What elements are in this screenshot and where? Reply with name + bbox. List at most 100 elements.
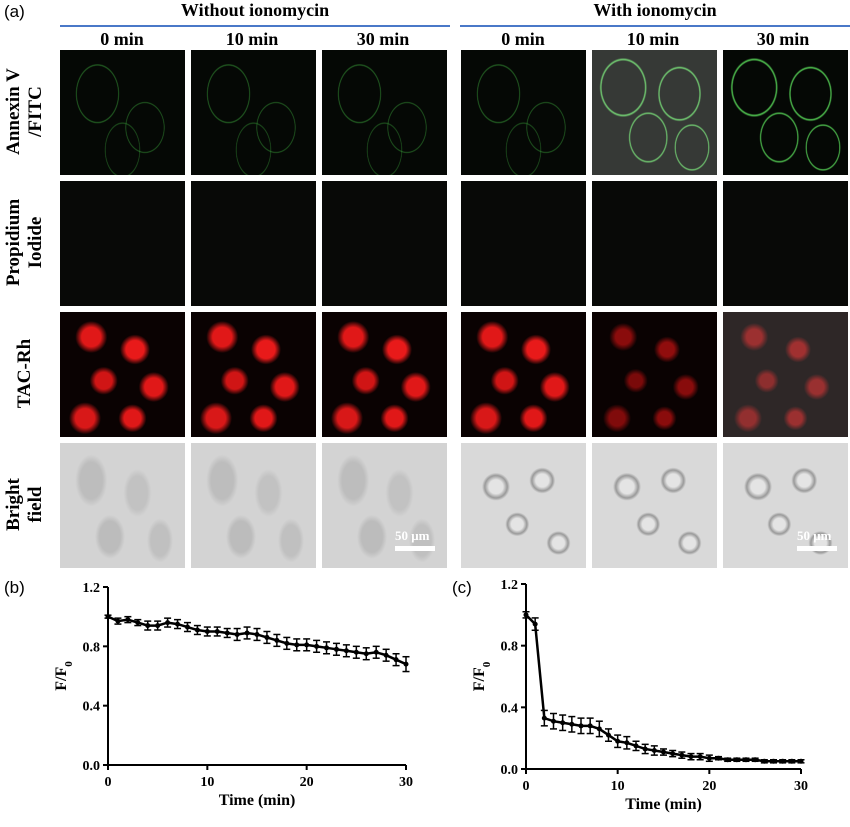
data-point [560, 720, 566, 726]
y-tick-label: 1.2 [83, 581, 101, 596]
y-tick-label: 0.4 [501, 701, 519, 716]
micrograph-tacrh-with-30 [723, 312, 848, 437]
data-point [105, 614, 111, 620]
data-point [333, 646, 339, 652]
micrograph-tacrh-with-0 [461, 312, 586, 437]
x-tick-label: 30 [399, 775, 413, 790]
data-point [734, 757, 740, 763]
group-divider-with [460, 25, 850, 27]
y-axis-label-subscript: 0 [63, 661, 75, 667]
panel-c-letter: (c) [452, 578, 472, 597]
data-point [761, 758, 767, 764]
data-point [314, 643, 320, 649]
data-point [670, 751, 676, 757]
data-point [244, 630, 250, 636]
row-label-line: Bright [3, 478, 24, 531]
data-point [615, 738, 621, 744]
micrograph-tacrh-without-0 [60, 312, 185, 437]
scale-bar-label: 50 μm [797, 528, 832, 543]
data-point [743, 757, 749, 763]
data-point [155, 623, 161, 629]
data-point [798, 758, 804, 764]
data-point [569, 721, 575, 727]
data-point [264, 634, 270, 640]
x-tick-label: 10 [200, 775, 214, 790]
data-point [224, 630, 230, 636]
data-point [135, 620, 141, 626]
data-point [541, 715, 547, 721]
x-tick-label: 0 [105, 775, 112, 790]
row-label-line: field [25, 486, 46, 523]
data-point [587, 723, 593, 729]
data-point [697, 754, 703, 760]
data-point [403, 661, 409, 667]
chart-c: 0 10 20 30 0.0 0.4 0.8 1.2 Time (min) F/F0 [471, 580, 808, 813]
data-point [771, 758, 776, 764]
micrograph-annexin-without-30 [322, 50, 447, 175]
data-point [204, 629, 210, 634]
row-label-propidium: Propidium Iodide [3, 180, 47, 305]
column-label: 30 min [356, 29, 410, 49]
group-title-with: With ionomycin [593, 0, 717, 20]
y-axis-label-subscript: 0 [481, 661, 493, 667]
y-axis-label: F/F0 [53, 661, 75, 691]
column-label: 10 min [225, 29, 279, 49]
data-point [789, 758, 795, 764]
data-point [661, 749, 666, 755]
panel-a-letter: (a) [4, 2, 25, 21]
data-point [214, 629, 220, 634]
y-tick-label: 0.8 [83, 640, 101, 655]
x-axis-label: Time (min) [625, 796, 702, 813]
micrograph-bf-with-30: 50 μm [723, 443, 848, 568]
data-point [165, 620, 171, 626]
micrograph-pi-with-30 [723, 181, 848, 306]
data-point [294, 642, 300, 648]
data-point [363, 651, 369, 657]
micrograph-bf-without-30: 50 μm [322, 443, 447, 568]
row-label-line: Propidium [3, 198, 24, 287]
data-point [651, 748, 657, 753]
scale-bar-label: 50 μm [395, 528, 430, 543]
data-point [716, 755, 721, 761]
data-point [523, 612, 529, 618]
micrograph-tacrh-without-30 [322, 312, 447, 437]
data-point [624, 740, 630, 746]
y-tick-label: 0.0 [501, 763, 519, 778]
micrograph-bf-with-10 [592, 443, 717, 568]
data-point [353, 649, 359, 655]
data-point [175, 621, 181, 627]
chart-b: 0 10 20 30 0.0 0.4 0.8 1.2 Time (min) F/F0 [53, 581, 413, 809]
x-tick-label: 20 [300, 775, 314, 790]
data-point [383, 652, 389, 658]
data-point [115, 618, 121, 624]
x-tick-label: 20 [702, 779, 716, 794]
row-label-line: Iodide [25, 216, 46, 269]
y-tick-label: 0.0 [83, 759, 101, 774]
micrograph-tacrh-with-10 [592, 312, 717, 437]
micrograph-bf-without-0 [60, 443, 185, 568]
data-point [532, 621, 538, 627]
data-point [633, 743, 639, 749]
data-point [551, 718, 556, 724]
column-label: 10 min [626, 29, 680, 49]
micrograph-bf-with-0 [461, 443, 586, 568]
data-point [234, 631, 240, 637]
data-point [274, 637, 280, 643]
data-point [254, 631, 260, 637]
row-label-annexin: Annexin V /FITC [3, 49, 47, 174]
row-label-line: TAC-Rh [14, 338, 35, 409]
column-label: 0 min [100, 29, 144, 49]
data-point [642, 746, 648, 752]
group-title-without: Without ionomycin [180, 0, 330, 20]
column-label: 0 min [501, 29, 545, 49]
column-label: 30 min [756, 29, 810, 49]
data-point [606, 732, 611, 738]
micrograph-annexin-with-30 [723, 50, 848, 175]
data-point [752, 757, 758, 763]
data-point [184, 624, 190, 630]
micrograph-annexin-without-10 [191, 50, 316, 175]
group-divider-without [60, 25, 450, 27]
x-tick-label: 30 [794, 779, 808, 794]
scale-bar [395, 546, 435, 551]
micrograph-pi-with-10 [592, 181, 717, 306]
